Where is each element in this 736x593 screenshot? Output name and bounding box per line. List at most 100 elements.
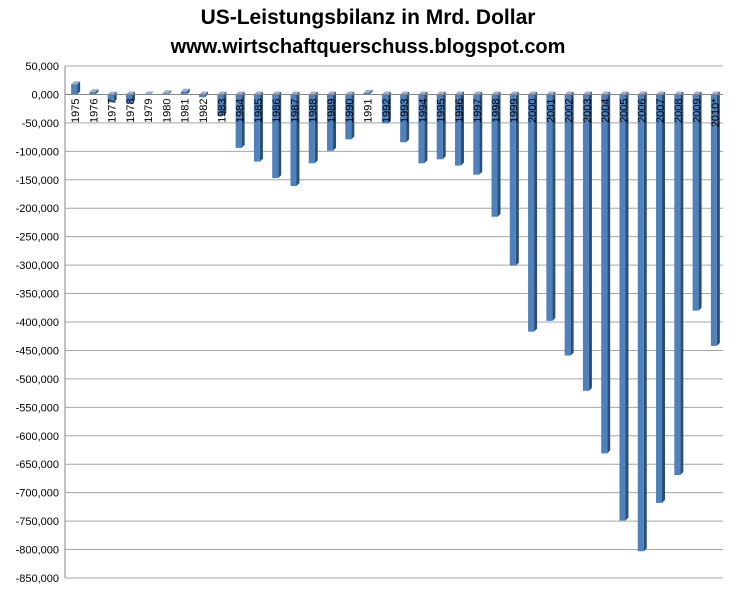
bar-2005 (619, 91, 629, 521)
x-tick-label: 1991 (362, 98, 374, 122)
x-axis: 1975 1976 1977 1978 1979 1980 1981 1982 1983 1984… (65, 93, 723, 127)
bar-top (582, 91, 592, 95)
bar-side (515, 91, 519, 266)
bar-1984 (235, 91, 245, 148)
bar-side (607, 91, 611, 454)
chart-subtitle: www.wirtschaftquerschuss.blogspot.com (170, 36, 566, 58)
bar-side (698, 91, 702, 311)
y-tick-label: -500,000 (16, 374, 59, 386)
bar-top (71, 81, 81, 85)
bar-top (546, 91, 556, 95)
bar (473, 94, 480, 175)
y-tick-label: -250,000 (16, 232, 59, 244)
x-tick-label: 1986 (271, 98, 283, 122)
bar-1980 (162, 90, 172, 95)
bar (601, 94, 608, 454)
bar-2001 (546, 91, 556, 321)
bar-1987 (290, 91, 300, 187)
bar (199, 94, 206, 98)
bar (436, 94, 443, 160)
x-tick-label: 2006 (637, 98, 649, 122)
bar-1975 (71, 81, 81, 95)
bar (162, 93, 169, 95)
y-tick-label: -200,000 (16, 203, 59, 215)
bar-top (199, 91, 209, 95)
bar-2003 (582, 91, 592, 391)
bar-top (436, 91, 446, 95)
bar (327, 94, 334, 151)
bar (363, 92, 370, 95)
bar-top (180, 88, 190, 92)
bar-top (125, 91, 135, 95)
x-tick-label: 1987 (289, 98, 301, 122)
x-tick-label: 1992 (381, 98, 393, 122)
bar (509, 94, 516, 266)
y-tick-label: -750,000 (16, 516, 59, 528)
bar (217, 94, 224, 117)
bar-side (588, 91, 592, 391)
bar-1997 (473, 91, 483, 175)
y-axis: 50,000 0,000 -50,000 -100,000 -150,000 -200,0… (16, 61, 66, 585)
x-tick-label: 1975 (70, 98, 82, 122)
x-tick-label: 1990 (344, 98, 356, 122)
bar-top (473, 91, 483, 95)
bar-top (454, 91, 464, 95)
bar-side (95, 89, 99, 95)
bar-side (460, 91, 464, 166)
bar (400, 94, 407, 143)
bar-1988 (308, 91, 318, 164)
bar-1983 (217, 91, 227, 117)
x-tick-label: 1983 (216, 98, 228, 122)
bar-top (290, 91, 300, 95)
bar-top (674, 91, 684, 95)
y-tick-label: 0,000 (31, 89, 59, 101)
bar-side (479, 91, 483, 175)
bar-top (509, 91, 519, 95)
bar-2006 (637, 91, 647, 552)
y-tick-label: -850,000 (16, 573, 59, 585)
bar-side (680, 91, 684, 476)
bar-1993 (400, 91, 410, 143)
bar (71, 84, 78, 95)
bar (253, 94, 260, 162)
bar-side (168, 90, 172, 95)
bar-1995 (436, 91, 446, 160)
x-tick-label: 1981 (180, 98, 192, 122)
bar (107, 94, 114, 103)
y-tick-label: -350,000 (16, 289, 59, 301)
y-tick-label: -700,000 (16, 488, 59, 500)
x-tick-label: 1997 (472, 98, 484, 122)
y-tick-label: -300,000 (16, 260, 59, 272)
bar-top (363, 89, 373, 93)
bar (674, 94, 681, 476)
y-tick-label: -650,000 (16, 459, 59, 471)
x-tick-label: 1978 (125, 98, 137, 122)
bar-top (656, 91, 666, 95)
bar-2007 (656, 91, 666, 503)
bar (491, 94, 498, 217)
bar-2000 (528, 91, 538, 332)
bar-top (692, 91, 702, 95)
bar-top (327, 91, 337, 95)
bar-top (400, 91, 410, 95)
bar-1981 (180, 88, 190, 95)
bar (710, 94, 717, 346)
bar-side (296, 91, 300, 187)
bar (345, 94, 352, 140)
bar-1991 (363, 89, 373, 95)
y-tick-label: -450,000 (16, 345, 59, 357)
bar-side (278, 91, 282, 179)
y-tick-label: -50,000 (22, 118, 59, 130)
x-tick-label: 1976 (88, 98, 100, 122)
y-tick-label: -400,000 (16, 317, 59, 329)
bar-top (235, 91, 245, 95)
x-tick-label: 1993 (399, 98, 411, 122)
x-tick-label: 1984 (235, 98, 247, 122)
bar (637, 94, 644, 552)
bar-top (637, 91, 647, 95)
x-tick-label: 1994 (417, 98, 429, 122)
x-tick-label: 2000 (527, 98, 539, 122)
bar-1976 (89, 89, 99, 95)
x-tick-label: 1999 (509, 98, 521, 122)
bar (418, 94, 425, 164)
